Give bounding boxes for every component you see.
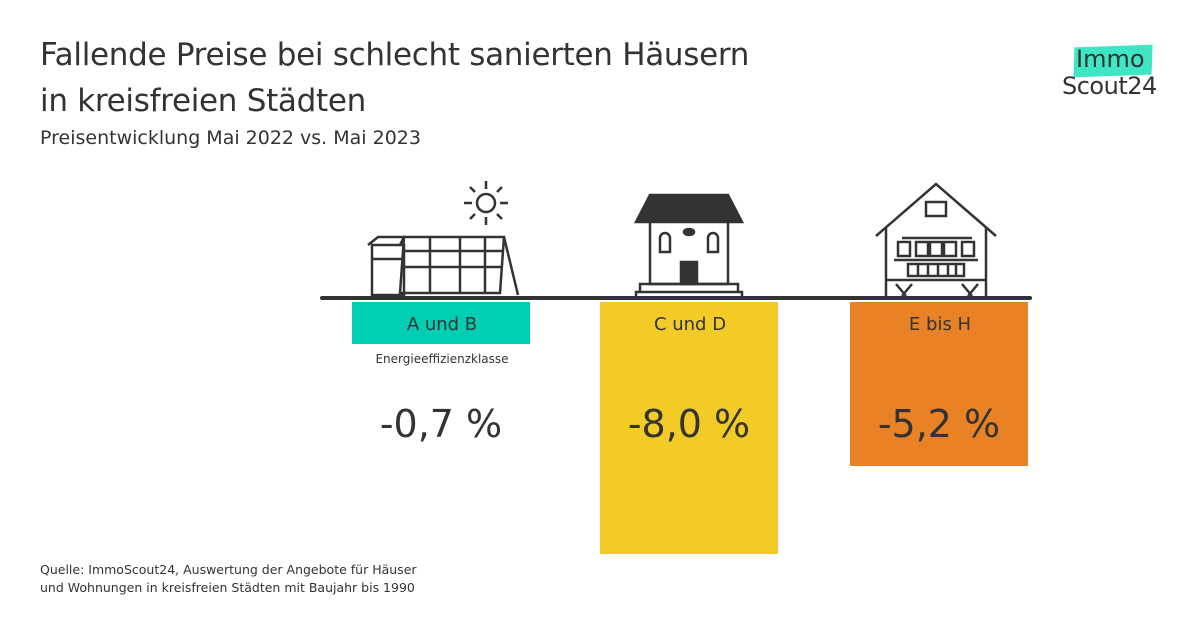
category-label: E bis H — [908, 314, 972, 335]
baseline — [320, 296, 1032, 300]
detached-house-icon — [633, 193, 745, 300]
source-note: Quelle: ImmoScout24, Auswertung der Ange… — [40, 561, 417, 597]
solar-house-icon — [367, 181, 520, 297]
bar-1 — [352, 302, 530, 344]
immoscout24-logo: Immo Scout24 — [1062, 42, 1166, 102]
value-label: -8,0 % — [627, 402, 751, 446]
page-title: Fallende Preise bei schlecht sanierten H… — [40, 32, 749, 124]
logo-text-immo: Immo — [1076, 45, 1145, 73]
source-line-1: Quelle: ImmoScout24, Auswertung der Ange… — [40, 562, 417, 577]
bar-2 — [600, 302, 778, 554]
title-line-2: in kreisfreien Städten — [40, 83, 366, 119]
logo-text-scout24: Scout24 — [1062, 72, 1157, 100]
title-line-1: Fallende Preise bei schlecht sanierten H… — [40, 37, 750, 73]
category-label: A und B — [406, 314, 478, 335]
timber-frame-house-icon — [875, 182, 997, 300]
source-line-2: und Wohnungen in kreisfreien Städten mit… — [40, 580, 415, 595]
bar-3 — [850, 302, 1028, 466]
value-label: -5,2 % — [877, 402, 1001, 446]
axis-note: Energieeffizienzklasse — [375, 352, 509, 366]
subtitle: Preisentwicklung Mai 2022 vs. Mai 2023 — [40, 127, 421, 149]
category-label: C und D — [653, 314, 727, 335]
value-label: -0,7 % — [379, 402, 503, 446]
